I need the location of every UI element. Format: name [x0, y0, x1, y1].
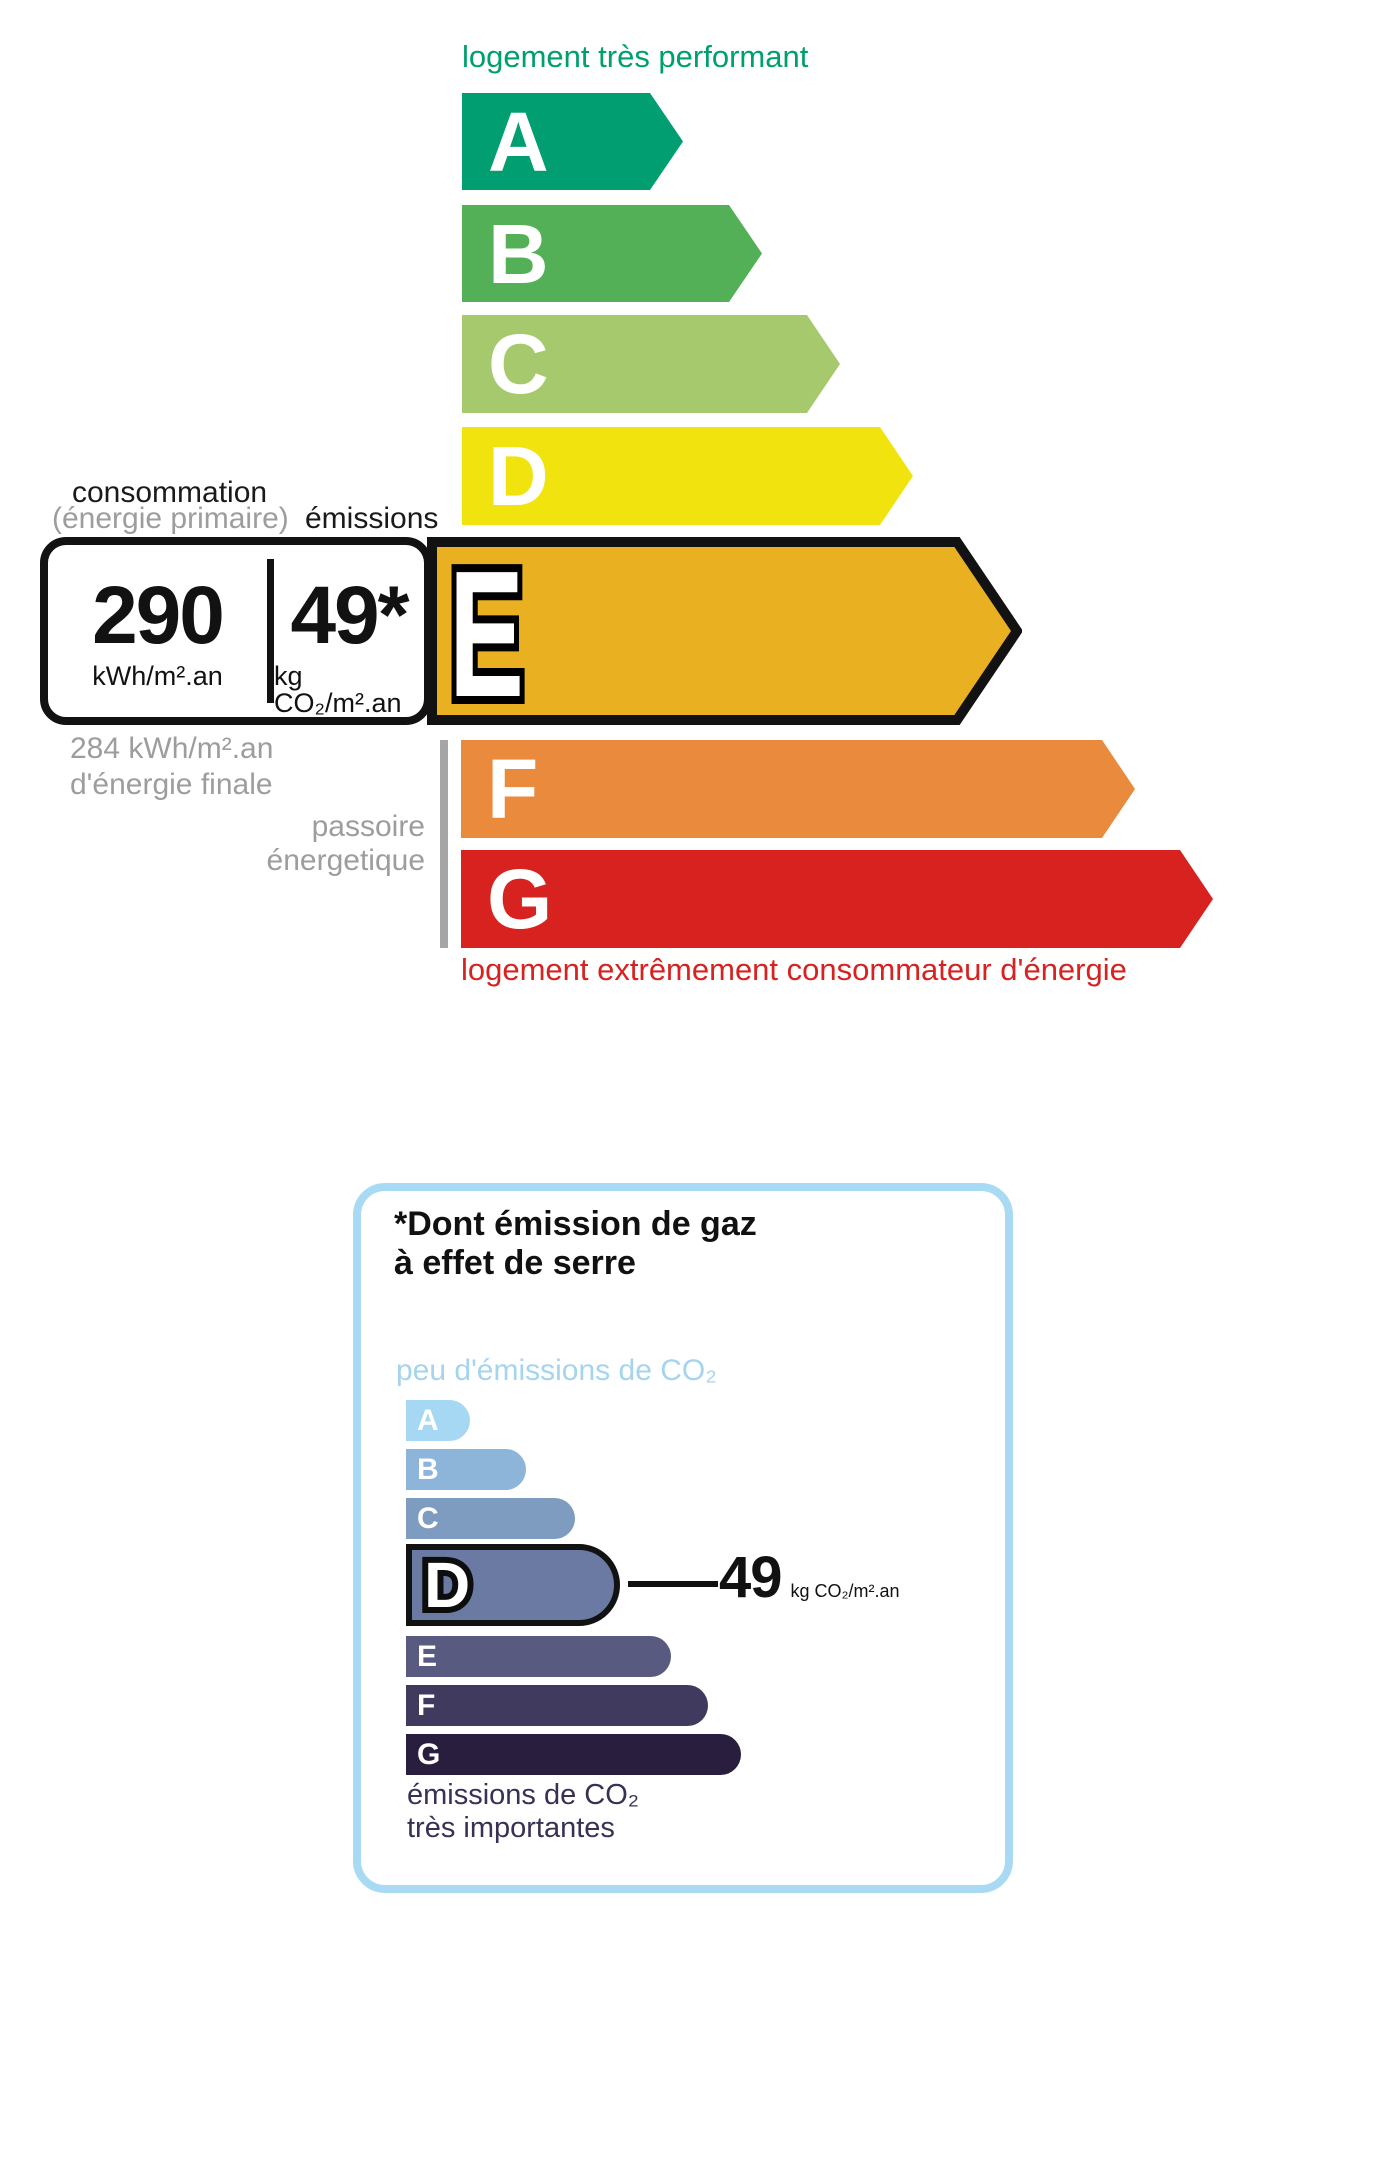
- consumption-column-label: consommation: [72, 476, 268, 509]
- dpe-class-letter-e: E: [449, 537, 524, 725]
- co2-class-bar-c: C: [406, 1498, 575, 1539]
- consumption-sub-label: (énergie primaire): [52, 502, 289, 535]
- dpe-class-arrow-f: F: [461, 740, 1135, 838]
- consumption-unit: kWh/m².an: [92, 661, 223, 691]
- co2-selected-letter-fill: D: [424, 1549, 471, 1621]
- emissions-column-label: émissions: [305, 502, 439, 535]
- dpe-class-letter-f: F: [487, 742, 539, 836]
- co2-class-bar-e: E: [406, 1636, 671, 1677]
- consumption-value: 290: [92, 570, 225, 661]
- consumption-value-cell: 290 kWh/m².an: [48, 545, 267, 717]
- dpe-arrow-e-shape: [427, 537, 1022, 725]
- dpe-class-arrow-d: D: [462, 427, 913, 525]
- co2-value-connector-line: [628, 1581, 718, 1587]
- co2-panel-title: *Dont émission de gaz à effet de serre: [394, 1205, 757, 1282]
- dpe-class-arrow-a: A: [462, 93, 683, 190]
- emissions-value-cell: 49* kg CO₂/m².an: [274, 545, 424, 717]
- co2-class-letter-f: F: [417, 1688, 436, 1722]
- co2-selected-letter-outline: D: [418, 1547, 476, 1623]
- dpe-class-arrow-c: C: [462, 315, 840, 413]
- top-performance-label: logement très performant: [462, 39, 809, 74]
- final-energy-note: 284 kWh/m².an d'énergie finale: [70, 732, 274, 801]
- co2-class-letter-g: G: [417, 1737, 441, 1771]
- dpe-arrow-e: E: [427, 537, 1022, 725]
- dpe-class-letter-b: B: [488, 206, 549, 301]
- co2-high-emissions-label: émissions de CO₂ très importantes: [407, 1779, 640, 1844]
- dpe-values-box: 290 kWh/m².an 49* kg CO₂/m².an: [40, 537, 432, 725]
- co2-value: 49: [719, 1545, 783, 1610]
- co2-class-bar-f: F: [406, 1685, 708, 1726]
- co2-class-letter-b: B: [417, 1452, 439, 1486]
- dpe-class-letter-g: G: [487, 852, 553, 946]
- dpe-class-arrow-b: B: [462, 205, 762, 302]
- co2-low-emissions-label: peu d'émissions de CO₂: [396, 1354, 717, 1387]
- co2-value-row: 49 kg CO₂/m².an: [719, 1549, 900, 1607]
- dpe-class-letter-c: C: [488, 317, 549, 411]
- co2-class-bar-g: G: [406, 1734, 741, 1775]
- bottom-consumption-label: logement extrêmement consommateur d'éner…: [461, 952, 1127, 987]
- co2-class-letter-c: C: [417, 1501, 439, 1535]
- dpe-class-letter-a: A: [488, 94, 549, 189]
- co2-class-letter-e: E: [417, 1639, 438, 1673]
- co2-value-unit: kg CO₂/m².an: [790, 1581, 900, 1601]
- emissions-value: 49*: [290, 570, 409, 661]
- values-box-divider: [267, 559, 274, 703]
- emissions-unit: kg CO₂/m².an: [274, 661, 402, 718]
- co2-emissions-panel: *Dont émission de gaz à effet de serre p…: [353, 1183, 1013, 1893]
- co2-class-bar-b: B: [406, 1449, 526, 1490]
- energy-sieve-label: passoire énergetique: [266, 810, 425, 877]
- dpe-class-letter-d: D: [488, 429, 549, 523]
- dpe-class-arrow-g: G: [461, 850, 1213, 948]
- co2-class-letter-a: A: [417, 1403, 439, 1437]
- co2-class-bar-a: A: [406, 1400, 470, 1441]
- energy-sieve-bracket-bar: [440, 740, 448, 948]
